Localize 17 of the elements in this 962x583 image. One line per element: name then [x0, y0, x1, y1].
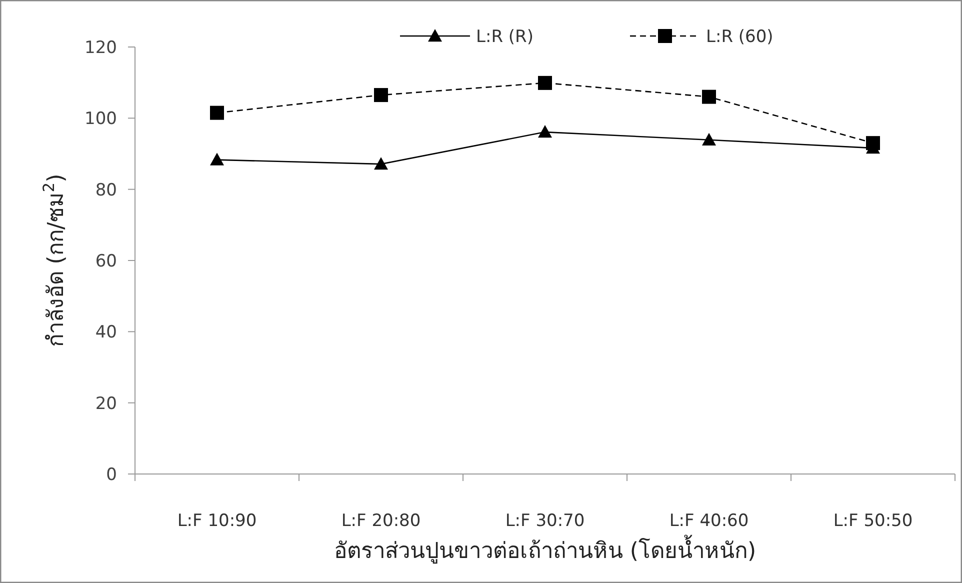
y-tick-label: 20	[95, 394, 117, 414]
y-tick-label: 80	[95, 180, 117, 200]
legend: L:R (60)	[630, 27, 774, 47]
legend-label: L:R (R)	[476, 27, 534, 47]
y-tick-label: 0	[106, 465, 117, 485]
y-tick-label: 60	[95, 252, 117, 272]
x-tick-label: L:F 20:80	[341, 511, 421, 531]
x-tick-label: L:F 30:70	[505, 511, 585, 531]
x-axis-title: อัตราส่วนปูนขาวต่อเถ้าถ่านหิน (โดยน้ำหนัก)	[334, 535, 756, 564]
y-tick-label: 100	[84, 109, 117, 130]
x-tick-label: L:F 50:50	[833, 511, 913, 531]
x-tick-label: L:F 10:90	[177, 511, 257, 531]
legend-label: L:R (60)	[706, 27, 774, 47]
x-tick-label: L:F 40:60	[669, 511, 749, 531]
y-tick-label: 40	[95, 322, 117, 343]
legend: L:R (R)	[400, 27, 534, 47]
y-tick-label: 120	[84, 38, 117, 58]
